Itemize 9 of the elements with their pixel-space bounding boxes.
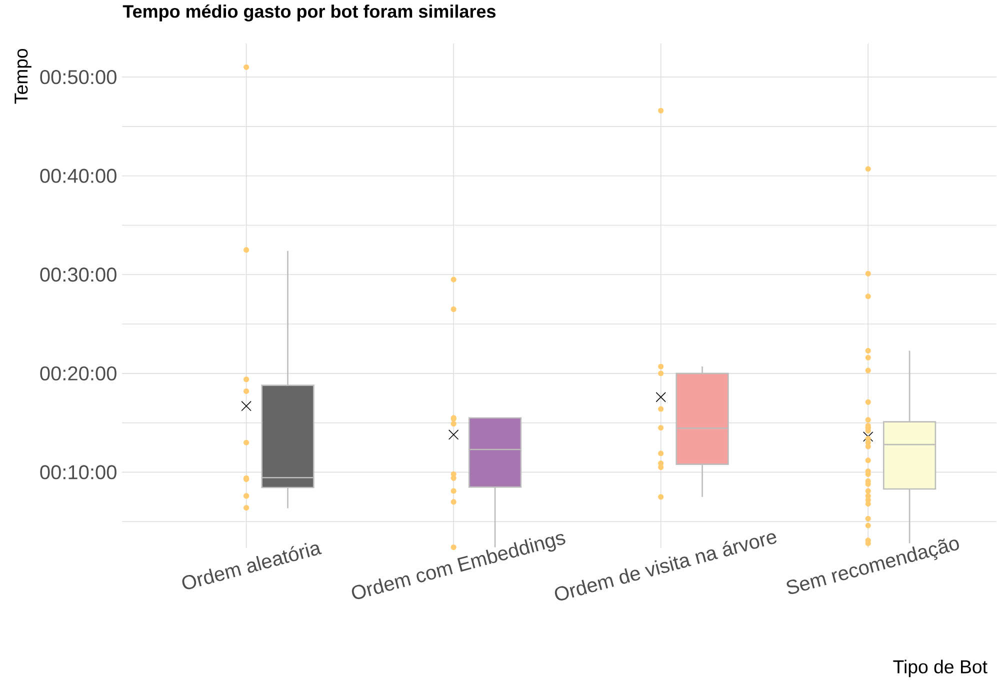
y-tick-label: 00:20:00 bbox=[40, 366, 116, 380]
y-tick-label: 00:30:00 bbox=[40, 267, 116, 282]
chart-title: Tempo médio gasto por bot foram similares bbox=[122, 4, 496, 22]
x-tick-label: Ordem aleatória bbox=[182, 542, 322, 590]
y-tick-label: 00:10:00 bbox=[40, 465, 116, 480]
y-axis-title: Tempo bbox=[14, 48, 32, 104]
y-tick-label: 00:40:00 bbox=[40, 168, 116, 183]
y-tick-label: 00:50:00 bbox=[40, 70, 116, 84]
x-axis-title: Tipo de Bot bbox=[893, 660, 988, 678]
